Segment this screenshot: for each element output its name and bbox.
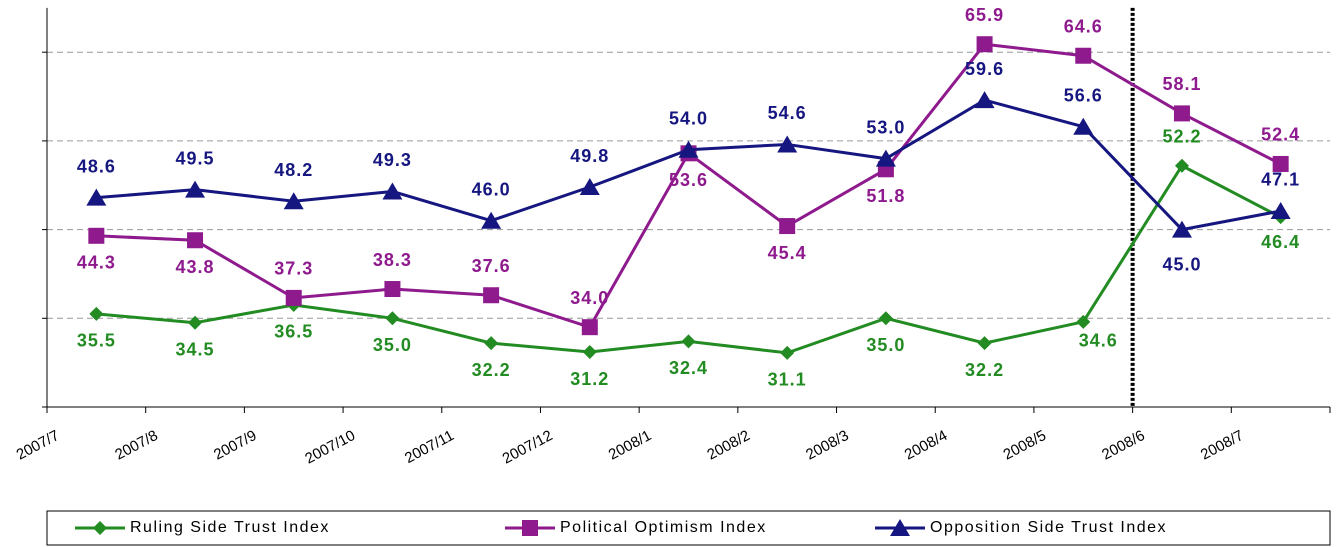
marker	[188, 315, 203, 330]
data-label: 34.6	[1079, 331, 1118, 351]
marker	[582, 345, 597, 360]
marker	[185, 180, 206, 198]
x-tick-label: 2007/12	[500, 427, 556, 467]
data-label: 31.2	[570, 369, 609, 389]
marker	[483, 287, 500, 304]
marker	[1075, 47, 1092, 64]
data-label: 53.0	[866, 117, 905, 137]
marker	[1272, 155, 1289, 172]
marker	[89, 306, 104, 321]
data-label: 32.4	[669, 358, 708, 378]
x-tick-label: 2007/9	[211, 427, 260, 464]
x-tick-label: 2008/4	[902, 427, 951, 464]
marker	[484, 336, 499, 351]
data-label: 48.6	[77, 156, 116, 176]
x-tick-label: 2008/7	[1198, 427, 1247, 464]
data-label: 64.6	[1064, 16, 1103, 36]
legend-label: Political Optimism Index	[560, 519, 767, 536]
marker	[579, 178, 600, 196]
data-label: 45.4	[768, 243, 807, 263]
x-tick-label: 2008/3	[803, 427, 852, 464]
marker	[1270, 201, 1291, 219]
data-label: 52.4	[1261, 125, 1300, 145]
data-label: 34.0	[570, 288, 609, 308]
marker	[1073, 117, 1094, 135]
data-label: 45.0	[1162, 254, 1201, 274]
marker	[385, 311, 400, 326]
marker	[890, 519, 910, 536]
data-label: 65.9	[965, 5, 1004, 25]
marker	[522, 520, 538, 536]
marker	[977, 336, 992, 351]
data-label: 53.6	[669, 170, 708, 190]
data-label: 58.1	[1162, 74, 1201, 94]
data-label: 34.5	[176, 339, 215, 359]
data-label: 36.5	[274, 322, 313, 342]
data-label: 52.2	[1162, 126, 1201, 146]
x-tick-label: 2008/5	[1001, 427, 1050, 464]
data-label: 46.4	[1261, 232, 1300, 252]
data-label: 54.0	[669, 109, 708, 129]
marker	[1076, 314, 1091, 329]
data-label: 31.1	[768, 370, 807, 390]
data-label: 51.8	[866, 186, 905, 206]
marker	[283, 192, 304, 210]
data-label: 35.0	[866, 335, 905, 355]
marker	[976, 36, 993, 53]
x-tick-label: 2007/8	[112, 427, 161, 464]
marker	[875, 149, 896, 167]
marker	[780, 345, 795, 360]
data-label: 46.0	[472, 179, 511, 199]
marker	[382, 182, 403, 200]
marker	[285, 289, 302, 306]
data-label: 56.6	[1064, 85, 1103, 105]
data-label: 48.2	[274, 160, 313, 180]
marker	[678, 140, 699, 158]
x-tick-label: 2008/2	[704, 427, 753, 464]
data-label: 59.6	[965, 59, 1004, 79]
x-tick-label: 2007/7	[14, 427, 63, 464]
x-tick-label: 2008/6	[1099, 427, 1148, 464]
data-label: 32.2	[472, 360, 511, 380]
data-label: 43.8	[176, 257, 215, 277]
data-label: 35.0	[373, 335, 412, 355]
x-tick-label: 2007/10	[302, 427, 358, 467]
data-label: 37.3	[274, 259, 313, 279]
legend-label: Ruling Side Trust Index	[130, 519, 330, 536]
marker	[187, 232, 204, 249]
data-label: 49.3	[373, 150, 412, 170]
marker	[86, 188, 107, 206]
marker	[581, 319, 598, 336]
marker	[878, 311, 893, 326]
marker	[1173, 105, 1190, 122]
legend-label: Opposition Side Trust Index	[930, 519, 1167, 536]
marker	[1171, 220, 1192, 238]
marker	[974, 91, 995, 109]
data-label: 54.6	[768, 103, 807, 123]
data-label: 37.6	[472, 256, 511, 276]
marker	[481, 211, 502, 229]
legend-box	[46, 510, 1331, 546]
marker	[1174, 158, 1189, 173]
data-label: 35.5	[77, 331, 116, 351]
x-tick-label: 2007/11	[402, 427, 457, 467]
data-label: 49.8	[570, 146, 609, 166]
data-label: 32.2	[965, 360, 1004, 380]
marker	[88, 227, 105, 244]
data-label: 44.3	[77, 253, 116, 273]
data-label: 49.5	[176, 148, 215, 168]
x-tick-label: 2008/1	[606, 427, 655, 464]
data-label: 38.3	[373, 250, 412, 270]
marker	[93, 521, 107, 535]
marker	[777, 135, 798, 153]
marker	[681, 334, 696, 349]
marker	[384, 281, 401, 298]
data-label: 47.1	[1261, 170, 1300, 190]
marker	[779, 218, 796, 235]
